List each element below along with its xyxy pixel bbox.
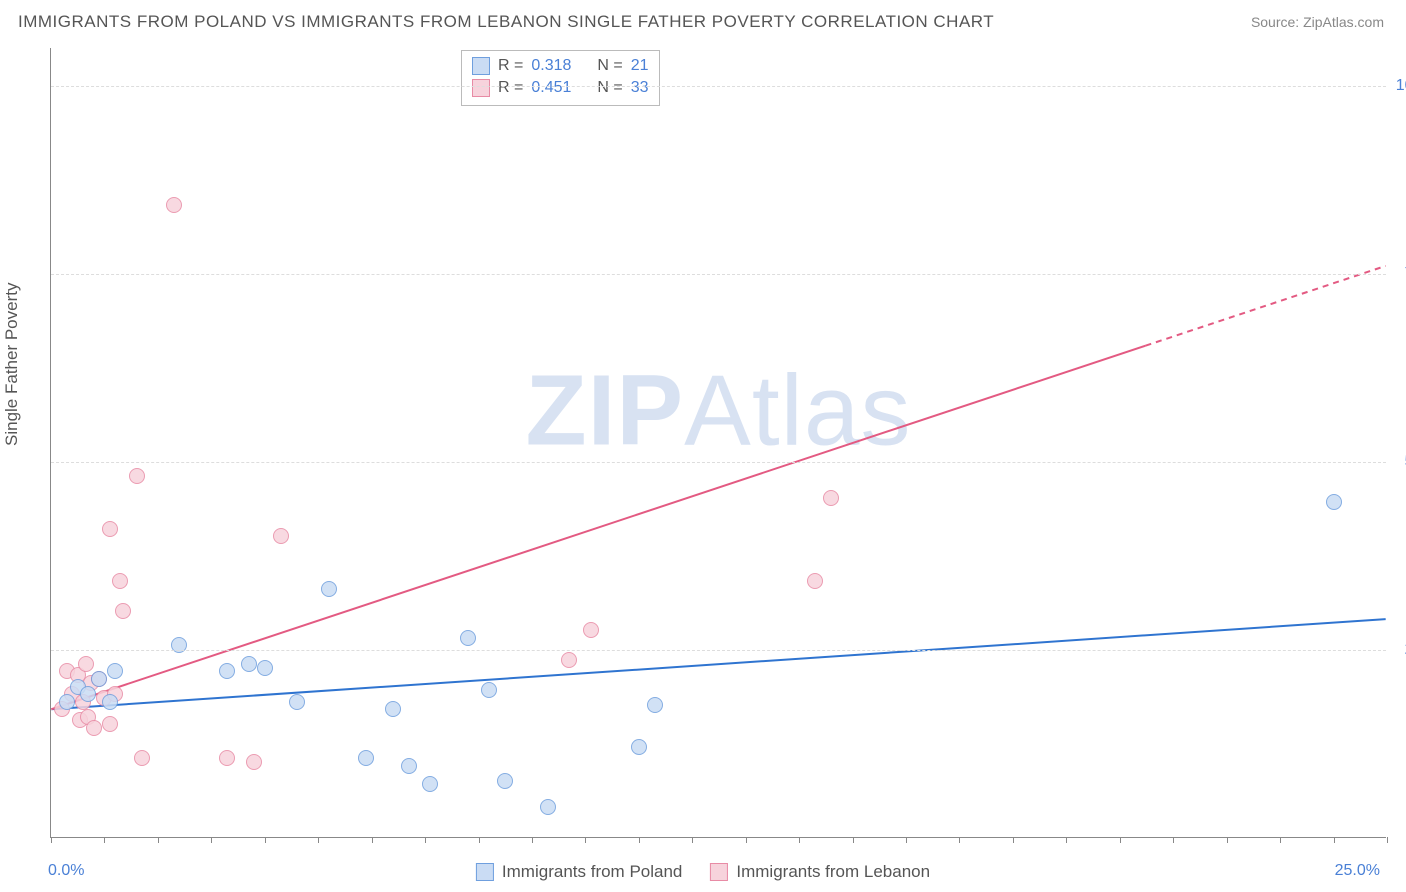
stat-n-value: 33 (631, 77, 649, 99)
data-point (86, 720, 102, 736)
legend-bottom: Immigrants from Poland Immigrants from L… (476, 862, 930, 882)
y-tick-label: 100.0% (1396, 77, 1406, 95)
x-tick (692, 837, 693, 843)
gridline (51, 650, 1386, 651)
data-point (631, 739, 647, 755)
x-tick (1173, 837, 1174, 843)
data-point (102, 521, 118, 537)
data-point (241, 656, 257, 672)
x-tick (799, 837, 800, 843)
data-point (257, 660, 273, 676)
data-point (166, 197, 182, 213)
gridline (51, 274, 1386, 275)
x-tick (1387, 837, 1388, 843)
data-point (497, 773, 513, 789)
data-point (481, 682, 497, 698)
trend-lines (51, 48, 1386, 837)
watermark: ZIPAtlas (526, 353, 912, 468)
swatch-series-1 (472, 57, 490, 75)
x-tick (1227, 837, 1228, 843)
data-point (59, 694, 75, 710)
x-tick (959, 837, 960, 843)
data-point (78, 656, 94, 672)
source-label: Source: ZipAtlas.com (1251, 14, 1384, 30)
x-tick (51, 837, 52, 843)
stat-n-label: N = (597, 77, 622, 99)
y-axis-label: Single Father Poverty (2, 283, 22, 446)
gridline (51, 462, 1386, 463)
data-point (219, 750, 235, 766)
x-tick (746, 837, 747, 843)
stat-n-value: 21 (631, 55, 649, 77)
data-point (102, 694, 118, 710)
swatch-series-1 (476, 863, 494, 881)
data-point (80, 686, 96, 702)
legend-item: Immigrants from Lebanon (710, 862, 930, 882)
x-tick (585, 837, 586, 843)
legend-item-label: Immigrants from Lebanon (736, 862, 930, 882)
data-point (321, 581, 337, 597)
data-point (102, 716, 118, 732)
data-point (401, 758, 417, 774)
x-tick (425, 837, 426, 843)
data-point (647, 697, 663, 713)
data-point (807, 573, 823, 589)
x-tick-label-min: 0.0% (48, 862, 84, 880)
data-point (358, 750, 374, 766)
stat-r-label: R = (498, 77, 523, 99)
x-tick (1120, 837, 1121, 843)
x-tick (532, 837, 533, 843)
x-tick (211, 837, 212, 843)
x-tick (1334, 837, 1335, 843)
data-point (246, 754, 262, 770)
data-point (129, 468, 145, 484)
x-tick (265, 837, 266, 843)
x-tick (372, 837, 373, 843)
x-tick (1066, 837, 1067, 843)
legend-item: Immigrants from Poland (476, 862, 682, 882)
data-point (112, 573, 128, 589)
x-tick (1013, 837, 1014, 843)
data-point (583, 622, 599, 638)
data-point (823, 490, 839, 506)
data-point (540, 799, 556, 815)
data-point (107, 663, 123, 679)
data-point (115, 603, 131, 619)
x-tick (318, 837, 319, 843)
swatch-series-2 (472, 79, 490, 97)
x-tick (906, 837, 907, 843)
stat-r-value: 0.318 (531, 55, 571, 77)
swatch-series-2 (710, 863, 728, 881)
legend-stats-row: R = 0.318 N = 21 (472, 55, 649, 77)
stat-r-value: 0.451 (531, 77, 571, 99)
x-tick (1280, 837, 1281, 843)
legend-item-label: Immigrants from Poland (502, 862, 682, 882)
data-point (134, 750, 150, 766)
stat-n-label: N = (597, 55, 622, 77)
data-point (422, 776, 438, 792)
data-point (273, 528, 289, 544)
data-point (561, 652, 577, 668)
legend-stats-box: R = 0.318 N = 21 R = 0.451 N = 33 (461, 50, 660, 106)
data-point (460, 630, 476, 646)
data-point (1326, 494, 1342, 510)
x-tick (639, 837, 640, 843)
x-tick-label-max: 25.0% (1335, 862, 1380, 880)
data-point (219, 663, 235, 679)
legend-stats-row: R = 0.451 N = 33 (472, 77, 649, 99)
data-point (385, 701, 401, 717)
plot-area: ZIPAtlas R = 0.318 N = 21 R = 0.451 N = … (50, 48, 1386, 838)
gridline (51, 86, 1386, 87)
x-tick (104, 837, 105, 843)
data-point (289, 694, 305, 710)
x-tick (158, 837, 159, 843)
x-tick (479, 837, 480, 843)
chart-title: IMMIGRANTS FROM POLAND VS IMMIGRANTS FRO… (18, 12, 994, 32)
stat-r-label: R = (498, 55, 523, 77)
data-point (91, 671, 107, 687)
x-tick (853, 837, 854, 843)
